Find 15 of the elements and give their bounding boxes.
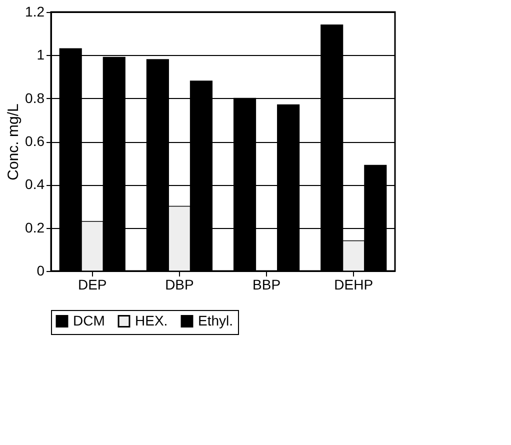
y-tick-label: 0.8 [25, 90, 45, 106]
legend-label: Ethyl. [198, 312, 234, 328]
y-axis-title: Conc. mg/L [5, 104, 22, 180]
y-tick-label: 0.4 [25, 176, 45, 192]
x-tick-label: DEP [78, 276, 107, 292]
legend-label: DCM [73, 312, 105, 328]
x-tick-label: DBP [165, 276, 194, 292]
y-tick-label: 1 [36, 46, 45, 63]
y-tick-label: 0 [36, 262, 45, 278]
y-tick-label: 0.6 [25, 133, 45, 149]
legend-label: HEX. [135, 312, 168, 328]
y-tick-label: 1.2 [25, 4, 45, 20]
x-tick-label: DEHP [334, 276, 374, 292]
y-tick-label: 0.2 [25, 219, 45, 236]
x-tick-label: BBP [252, 276, 281, 292]
